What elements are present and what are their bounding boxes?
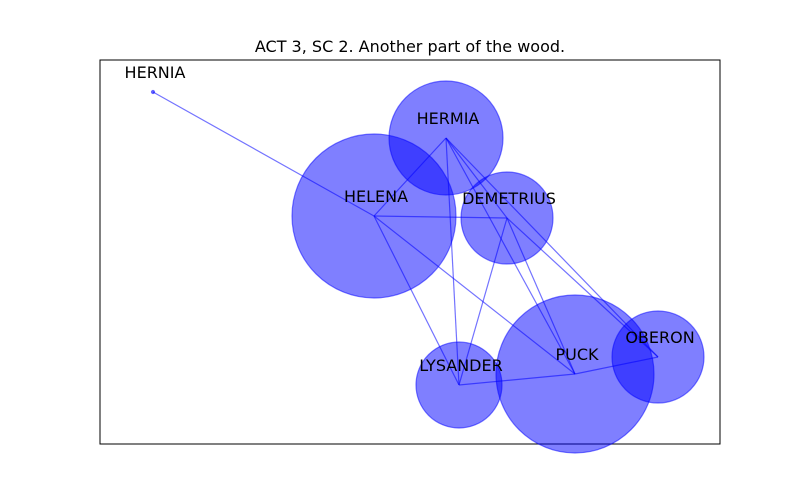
node-helena bbox=[291, 133, 457, 299]
node-label-hernia: HERNIA bbox=[125, 63, 186, 82]
node-label-lysander: LYSANDER bbox=[419, 356, 502, 375]
node-label-demetrius: DEMETRIUS bbox=[462, 189, 556, 208]
labels-layer: HERNIA HERMIA HELENA DEMETRIUS LYSANDER PUCK O… bbox=[125, 63, 695, 375]
node-hernia bbox=[150, 89, 156, 95]
diagram-title: ACT 3, SC 2. Another part of the wood. bbox=[255, 37, 565, 56]
node-lysander bbox=[415, 341, 503, 429]
node-label-hermia: HERMIA bbox=[417, 109, 480, 128]
node-oberon bbox=[611, 310, 705, 404]
node-label-helena: HELENA bbox=[344, 187, 408, 206]
node-label-oberon: OBERON bbox=[625, 328, 694, 347]
nodes-layer bbox=[150, 80, 705, 454]
node-demetrius bbox=[460, 171, 554, 265]
node-label-puck: PUCK bbox=[555, 345, 599, 364]
